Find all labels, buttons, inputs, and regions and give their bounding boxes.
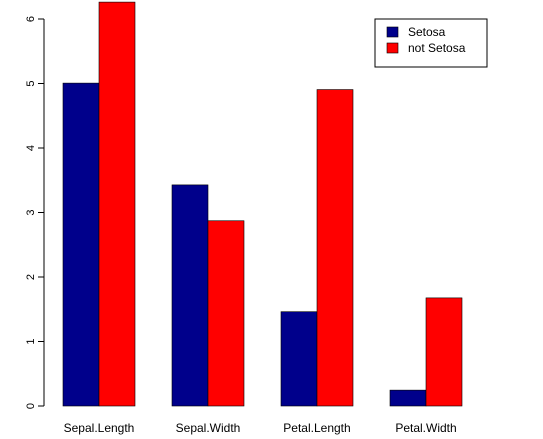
bar-not-setosa-3 [425, 297, 463, 407]
bar-setosa-3 [389, 389, 427, 407]
bars-group [62, 1, 463, 407]
y-tick-label: 4 [25, 145, 37, 151]
category-label: Sepal.Length [64, 421, 135, 435]
category-label: Petal.Width [395, 421, 456, 435]
legend: Setosa not Setosa [374, 18, 488, 68]
y-tick-label: 0 [25, 403, 37, 409]
bar-setosa-0 [62, 82, 100, 407]
y-tick-label: 6 [25, 16, 37, 22]
y-tick-label: 3 [25, 209, 37, 215]
bar-not-setosa-0 [98, 1, 136, 407]
bar-not-setosa-1 [207, 220, 245, 407]
legend-swatch [386, 42, 399, 54]
y-tick-label: 2 [25, 274, 37, 280]
bar-setosa-2 [280, 311, 318, 407]
legend-label: Setosa [408, 25, 446, 39]
y-tick-label: 5 [25, 80, 37, 86]
y-tick-label: 1 [25, 338, 37, 344]
category-labels: Sepal.Length Sepal.Width Petal.Length Petal… [64, 421, 457, 435]
category-label: Sepal.Width [176, 421, 241, 435]
bar-not-setosa-2 [316, 89, 354, 407]
category-label: Petal.Length [283, 421, 350, 435]
legend-swatch [386, 26, 399, 38]
bar-setosa-1 [171, 184, 209, 407]
y-axis: 0 1 2 3 4 5 6 [25, 16, 45, 409]
legend-label: not Setosa [408, 41, 466, 55]
